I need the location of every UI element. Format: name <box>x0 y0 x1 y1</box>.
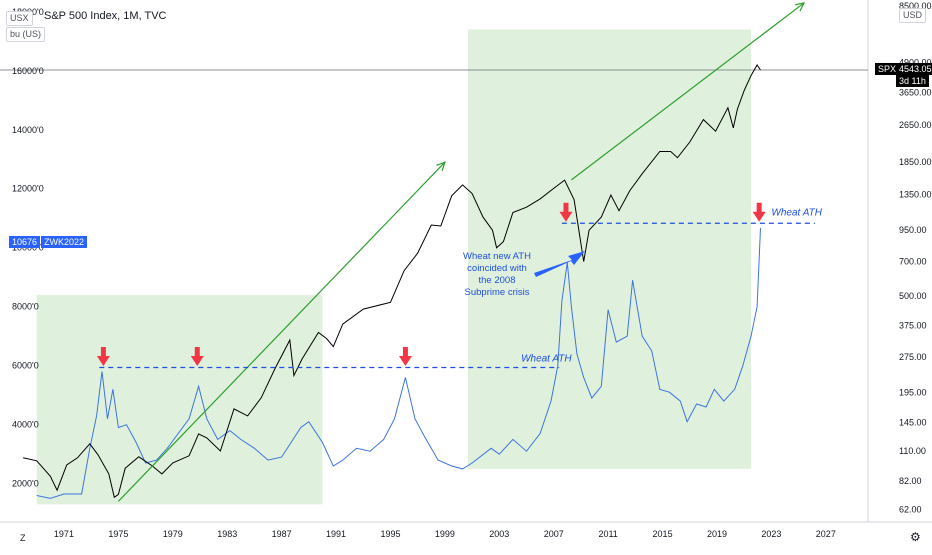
marker-arrow-2 <box>190 346 204 366</box>
wheat-ath-label-new: Wheat ATH <box>771 207 822 218</box>
x-tick-label: 1999 <box>435 529 455 539</box>
marker-arrow-4 <box>559 202 573 222</box>
series-line-spx <box>22 64 761 499</box>
left-tick-label: 2000'0 <box>12 479 39 489</box>
right-tick-label: 145.00 <box>899 418 927 428</box>
right-tick-label: 82.00 <box>899 476 922 486</box>
marker-arrow-3 <box>398 346 412 366</box>
wheat-ath-label-old: Wheat ATH <box>521 353 572 364</box>
spx-price-tag: 4543.05 <box>896 63 932 75</box>
x-tick-label: 1995 <box>380 529 400 539</box>
left-tick-label: 16000'0 <box>12 66 44 76</box>
right-tick-label: 375.00 <box>899 320 927 330</box>
left-unit-label[interactable]: USX <box>6 11 33 26</box>
svg-text:Subprime crisis: Subprime crisis <box>465 287 530 298</box>
svg-text:Wheat new ATH: Wheat new ATH <box>463 251 531 262</box>
right-tick-label: 195.00 <box>899 387 927 397</box>
zoom-button[interactable]: Z <box>20 533 26 543</box>
x-tick-label: 1975 <box>108 529 128 539</box>
left-tick-label: 12000'0 <box>12 184 44 194</box>
wheat-symbol-tag: ZWK2022 <box>41 236 88 248</box>
highlight-box-2 <box>468 29 751 469</box>
x-tick-label: 2027 <box>816 529 836 539</box>
right-tick-label: 8500.00 <box>899 1 932 11</box>
right-tick-label: 275.00 <box>899 352 927 362</box>
highlight-box-1 <box>36 294 323 505</box>
left-tick-label: 14000'0 <box>12 125 44 135</box>
x-tick-label: 2015 <box>653 529 673 539</box>
right-tick-label: 2650.00 <box>899 120 932 130</box>
x-tick-label: 1983 <box>217 529 237 539</box>
marker-arrow-5 <box>752 202 766 222</box>
wheat-price-tag: 10676 <box>9 236 41 248</box>
x-tick-label: 1979 <box>163 529 183 539</box>
trend-arrow-2 <box>571 2 806 181</box>
right-tick-label: 1350.00 <box>899 189 932 199</box>
gear-icon[interactable]: ⚙ <box>910 530 921 544</box>
x-tick-label: 2011 <box>598 529 617 539</box>
x-tick-label: 1971 <box>54 529 74 539</box>
svg-text:coincided with: coincided with <box>467 263 527 274</box>
chart-title: S&P 500 Index, 1M, TVC <box>44 10 167 22</box>
left-tick-label: 6000'0 <box>12 361 39 371</box>
right-tick-label: 950.00 <box>899 225 927 235</box>
x-tick-label: 2007 <box>544 529 564 539</box>
x-tick-label: 1991 <box>326 529 346 539</box>
right-tick-label: 4900.00 <box>899 57 932 67</box>
right-tick-label: 700.00 <box>899 257 927 267</box>
x-tick-label: 1987 <box>272 529 292 539</box>
spx-countdown-tag: 3d 11h <box>896 75 929 87</box>
x-tick-label: 2023 <box>761 529 781 539</box>
left-unit-sublabel[interactable]: bu (US) <box>6 27 46 42</box>
svg-text:the 2008: the 2008 <box>479 275 516 286</box>
left-tick-label: 8000'0 <box>12 302 39 312</box>
right-tick-label: 500.00 <box>899 291 927 301</box>
right-tick-label: 1850.00 <box>899 157 932 167</box>
trend-arrow-1 <box>117 161 446 502</box>
spx-symbol-tag: SPX <box>875 63 900 75</box>
right-tick-label: 3650.00 <box>899 87 932 97</box>
right-tick-label: 110.00 <box>899 446 926 456</box>
right-tick-label: 62.00 <box>899 505 922 515</box>
x-tick-label: 2003 <box>489 529 509 539</box>
right-unit-label[interactable]: USD <box>899 8 927 23</box>
left-tick-label: 4000'0 <box>12 420 39 430</box>
x-tick-label: 2019 <box>707 529 727 539</box>
callout-pointer-arrow <box>534 251 585 277</box>
marker-arrow-1 <box>96 346 110 366</box>
